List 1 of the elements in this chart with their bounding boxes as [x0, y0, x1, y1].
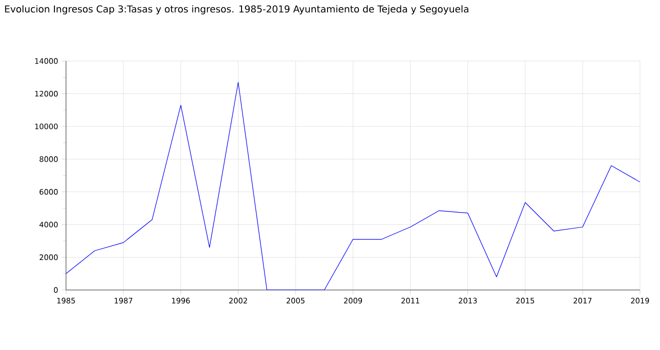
- chart-title: Evolucion Ingresos Cap 3:Tasas y otros ingresos. 1985-2019 Ayuntamiento de Tejeda y Segoyuela: [5, 5, 468, 14]
